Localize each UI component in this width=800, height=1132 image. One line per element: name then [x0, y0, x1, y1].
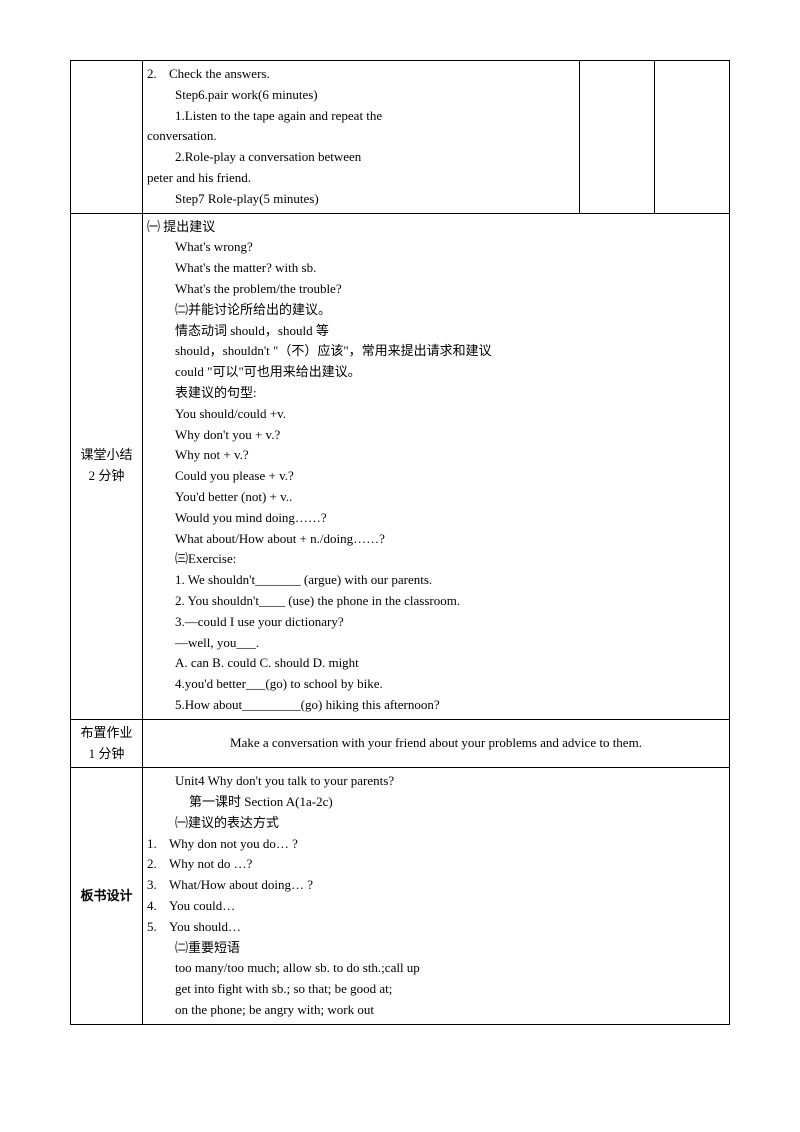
board-design-content-cell: Unit4 Why don't you talk to your parents… — [143, 768, 730, 1025]
content-line: 2.Role-play a conversation between — [147, 147, 575, 168]
line-text: Why don not you do… ? — [169, 834, 298, 855]
board-design-label-cell: 板书设计 — [71, 768, 143, 1025]
content-line: 情态动词 should，should 等 — [147, 321, 725, 342]
steps-row: 2.Check the answers.Step6.pair work(6 mi… — [71, 61, 730, 214]
content-line: too many/too much; allow sb. to do sth.;… — [147, 958, 725, 979]
line-number: 2. — [147, 64, 169, 85]
content-line: Unit4 Why don't you talk to your parents… — [147, 771, 725, 792]
line-number: 1. — [147, 834, 169, 855]
content-line: 3.What/How about doing… ? — [147, 875, 725, 896]
content-line: 表建议的句型: — [147, 383, 725, 404]
line-text: You should… — [169, 917, 241, 938]
content-line: should，shouldn't "（不）应该"，常用来提出请求和建议 — [147, 341, 725, 362]
content-line: 2.Why not do …? — [147, 854, 725, 875]
steps-label-cell — [71, 61, 143, 214]
homework-row: 布置作业 1 分钟 Make a conversation with your … — [71, 719, 730, 768]
content-line: You'd better (not) + v.. — [147, 487, 725, 508]
content-line: Why don't you + v.? — [147, 425, 725, 446]
content-line: 3.—could I use your dictionary? — [147, 612, 725, 633]
content-line: Why not + v.? — [147, 445, 725, 466]
steps-extra-cell-1 — [580, 61, 655, 214]
content-line: 4.you'd better___(go) to school by bike. — [147, 674, 725, 695]
content-line: What's the matter? with sb. — [147, 258, 725, 279]
content-line: ㈠ 提出建议 — [147, 217, 725, 238]
content-line: What about/How about + n./doing……? — [147, 529, 725, 550]
line-number: 5. — [147, 917, 169, 938]
content-line: could "可以"可也用来给出建议。 — [147, 362, 725, 383]
content-line: A. can B. could C. should D. might — [147, 653, 725, 674]
content-line: 2. You shouldn't____ (use) the phone in … — [147, 591, 725, 612]
content-line: ㈠建议的表达方式 — [147, 813, 725, 834]
content-line: ㈢Exercise: — [147, 549, 725, 570]
homework-label-1: 布置作业 — [75, 723, 138, 744]
line-text: Why not do …? — [169, 854, 252, 875]
content-line: —well, you___. — [147, 633, 725, 654]
steps-content-cell: 2.Check the answers.Step6.pair work(6 mi… — [143, 61, 580, 214]
content-line: ㈡并能讨论所给出的建议。 — [147, 300, 725, 321]
content-line: 第一课时 Section A(1a-2c) — [147, 792, 725, 813]
steps-extra-cell-2 — [655, 61, 730, 214]
summary-row: 课堂小结 2 分钟 ㈠ 提出建议What's wrong?What's the … — [71, 213, 730, 719]
content-line: Would you mind doing……? — [147, 508, 725, 529]
content-line: Step7 Role-play(5 minutes) — [147, 189, 575, 210]
content-line: 1.Why don not you do… ? — [147, 834, 725, 855]
homework-text: Make a conversation with your friend abo… — [147, 727, 725, 760]
line-text: You could… — [169, 896, 235, 917]
homework-label-cell: 布置作业 1 分钟 — [71, 719, 143, 768]
content-line: 4.You could… — [147, 896, 725, 917]
content-line: 5.You should… — [147, 917, 725, 938]
content-line: Could you please + v.? — [147, 466, 725, 487]
content-line: You should/could +v. — [147, 404, 725, 425]
summary-content-cell: ㈠ 提出建议What's wrong?What's the matter? wi… — [143, 213, 730, 719]
content-line: 5.How about_________(go) hiking this aft… — [147, 695, 725, 716]
content-line: 1.Listen to the tape again and repeat th… — [147, 106, 575, 127]
board-design-label: 板书设计 — [75, 886, 138, 907]
summary-label-2: 2 分钟 — [75, 466, 138, 487]
line-text: Check the answers. — [169, 64, 270, 85]
summary-label-cell: 课堂小结 2 分钟 — [71, 213, 143, 719]
board-design-row: 板书设计 Unit4 Why don't you talk to your pa… — [71, 768, 730, 1025]
homework-label-2: 1 分钟 — [75, 744, 138, 765]
content-line: get into fight with sb.; so that; be goo… — [147, 979, 725, 1000]
content-line: on the phone; be angry with; work out — [147, 1000, 725, 1021]
homework-content-cell: Make a conversation with your friend abo… — [143, 719, 730, 768]
line-text: What/How about doing… ? — [169, 875, 313, 896]
content-line: Step6.pair work(6 minutes) — [147, 85, 575, 106]
content-line: 2.Check the answers. — [147, 64, 575, 85]
summary-label-1: 课堂小结 — [75, 445, 138, 466]
content-line: 1. We shouldn't_______ (argue) with our … — [147, 570, 725, 591]
content-line: conversation. — [147, 126, 575, 147]
content-line: peter and his friend. — [147, 168, 575, 189]
lesson-plan-table: 2.Check the answers.Step6.pair work(6 mi… — [70, 60, 730, 1025]
content-line: What's wrong? — [147, 237, 725, 258]
content-line: ㈡重要短语 — [147, 938, 725, 959]
line-number: 2. — [147, 854, 169, 875]
line-number: 3. — [147, 875, 169, 896]
line-number: 4. — [147, 896, 169, 917]
content-line: What's the problem/the trouble? — [147, 279, 725, 300]
